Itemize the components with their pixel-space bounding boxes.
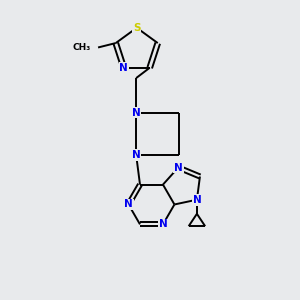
Text: N: N <box>174 163 183 172</box>
Text: N: N <box>132 150 140 160</box>
Text: CH₃: CH₃ <box>73 43 91 52</box>
Text: N: N <box>193 195 201 205</box>
Text: N: N <box>124 200 133 209</box>
Text: N: N <box>132 108 140 118</box>
Text: N: N <box>119 63 128 73</box>
Text: S: S <box>133 23 140 33</box>
Text: N: N <box>159 219 167 230</box>
